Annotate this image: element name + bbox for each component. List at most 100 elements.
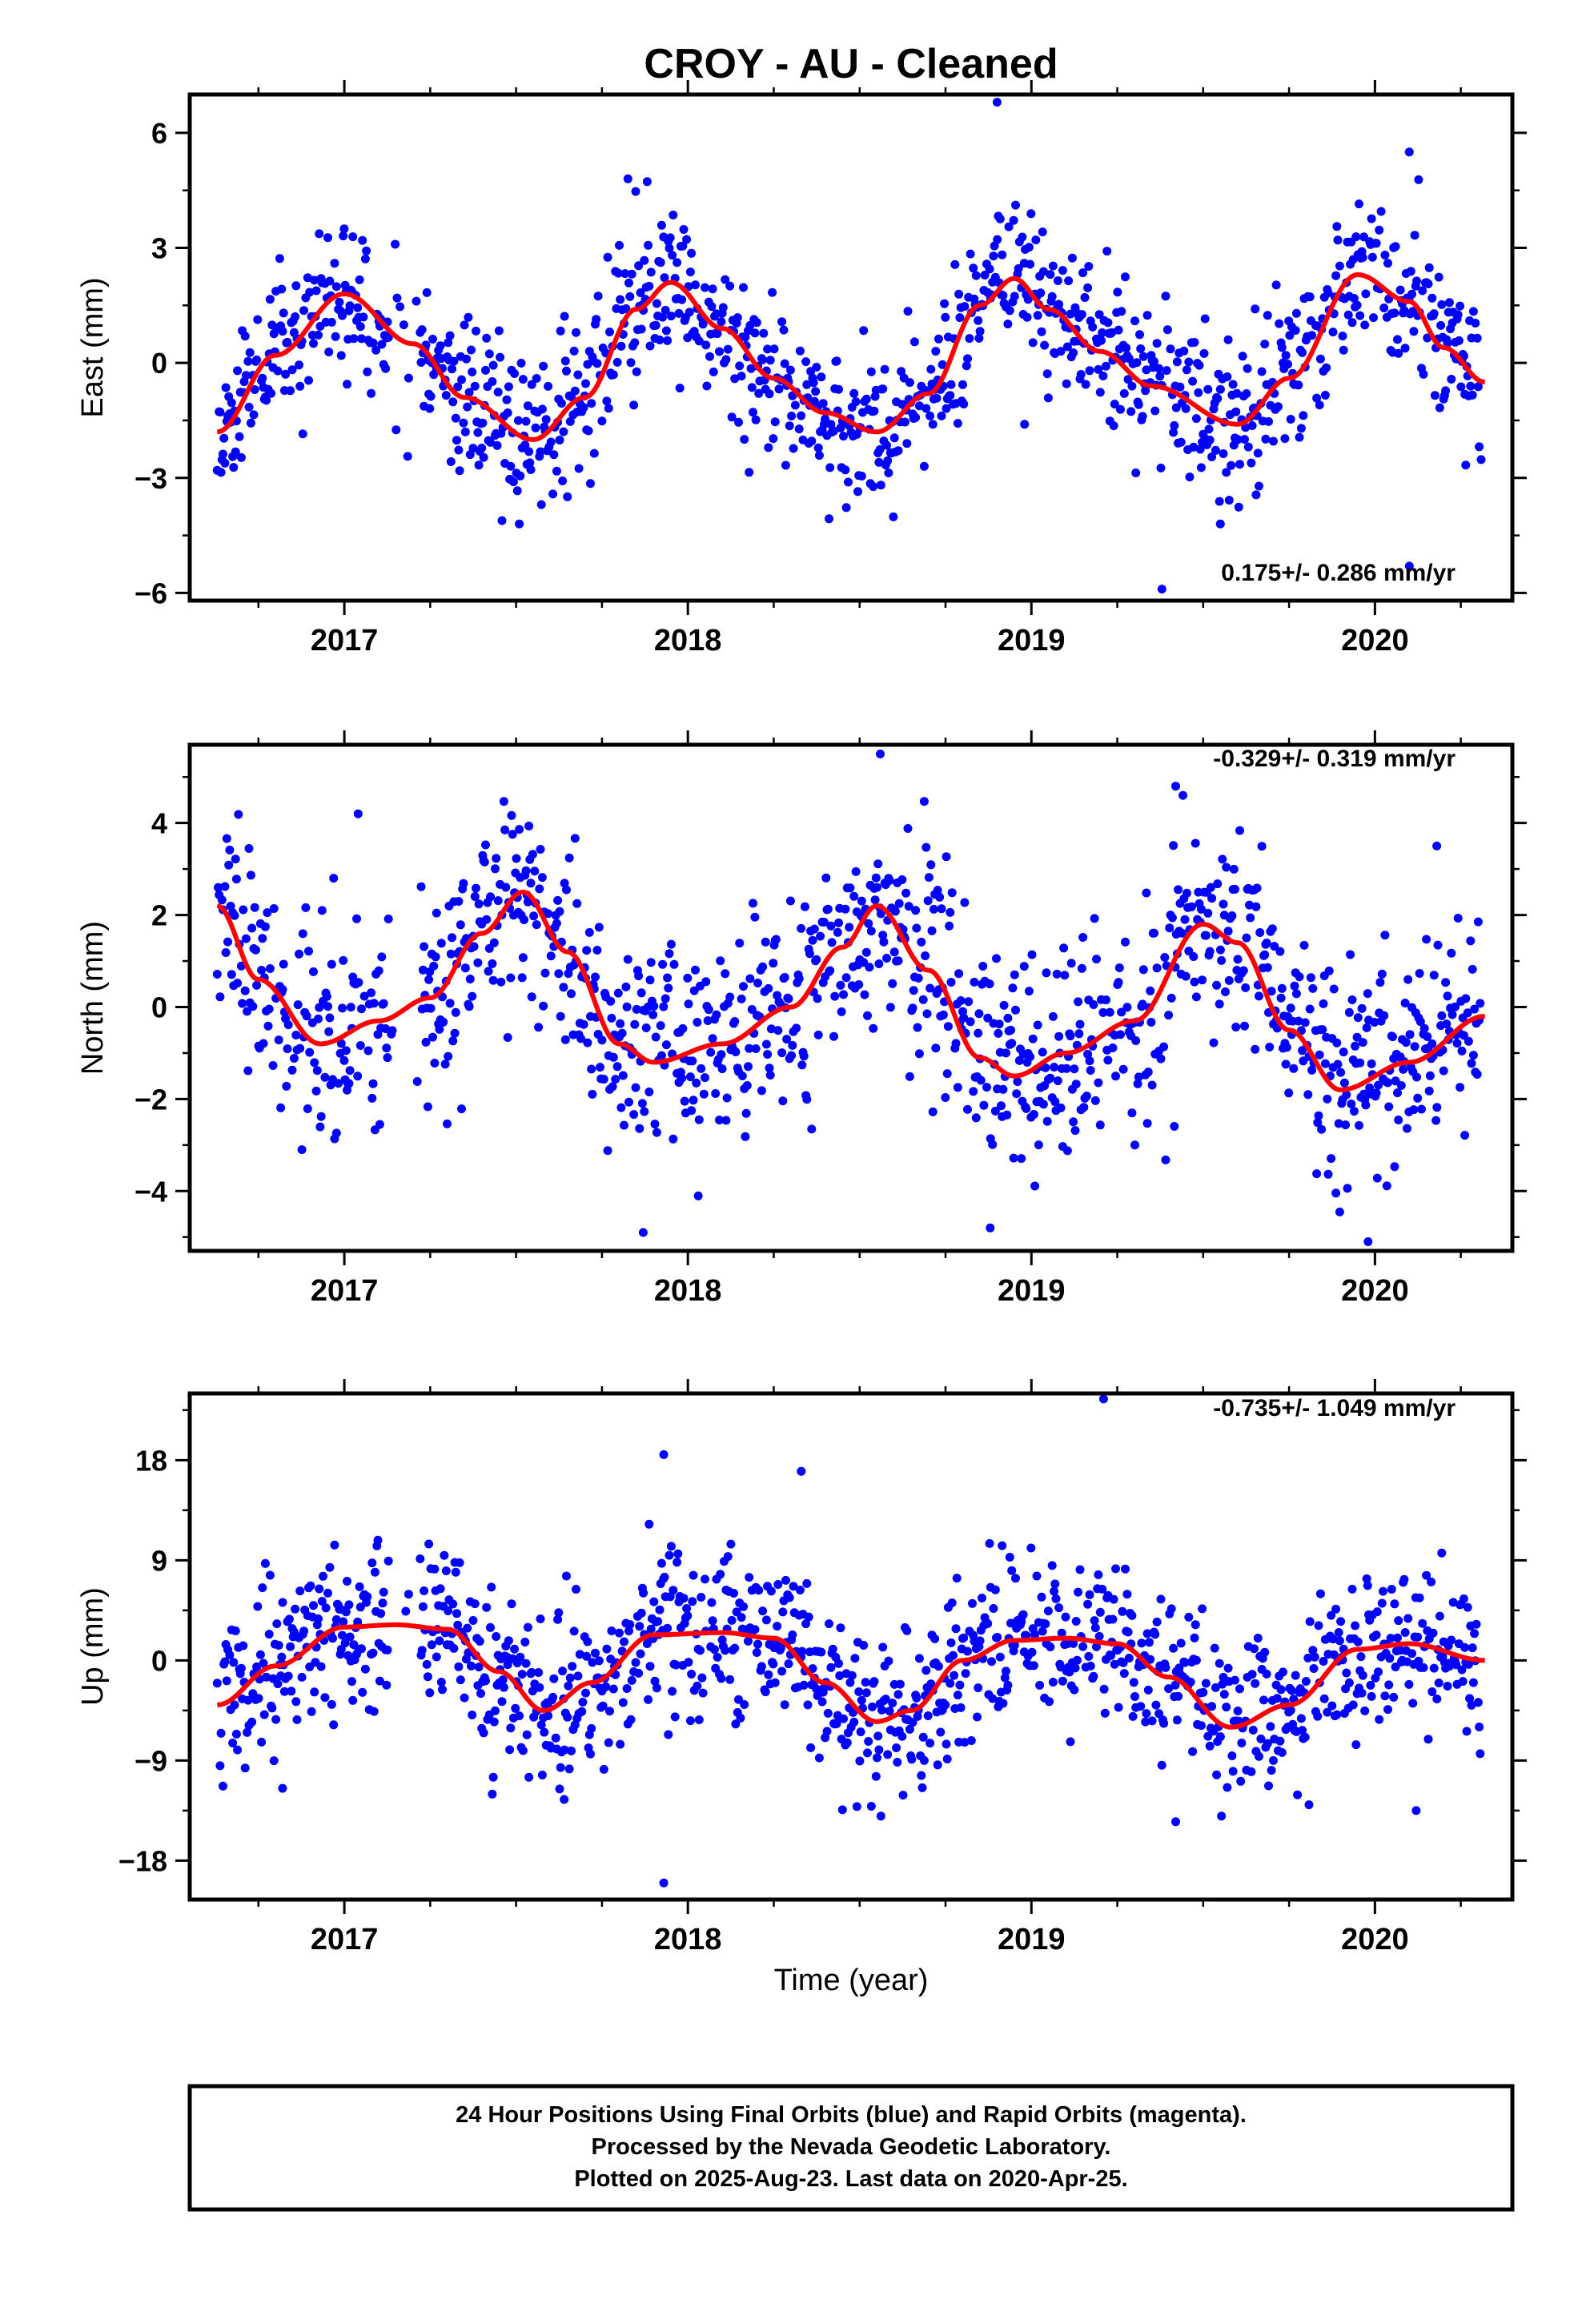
- data-point: [359, 991, 369, 1001]
- data-point: [761, 1039, 771, 1049]
- data-point: [652, 1128, 661, 1137]
- data-point: [1358, 253, 1367, 262]
- data-point: [946, 380, 956, 389]
- data-point: [882, 440, 891, 450]
- data-point: [1205, 1741, 1215, 1751]
- data-point: [1427, 1577, 1436, 1586]
- data-point: [273, 1679, 283, 1689]
- data-point: [1118, 1064, 1128, 1074]
- data-point: [597, 1035, 607, 1045]
- data-point: [933, 886, 942, 895]
- data-point: [1203, 908, 1213, 918]
- data-point: [758, 962, 768, 971]
- data-point: [1464, 1036, 1473, 1046]
- data-point: [1027, 950, 1037, 959]
- data-point: [708, 1034, 717, 1043]
- data-point: [293, 1000, 303, 1010]
- data-point: [1042, 1116, 1052, 1126]
- data-point: [558, 1667, 568, 1676]
- data-point: [1114, 325, 1123, 335]
- data-point: [287, 365, 297, 375]
- data-point: [1224, 975, 1234, 985]
- data-point: [1179, 346, 1189, 356]
- data-point: [1394, 1116, 1403, 1124]
- data-point: [885, 1707, 894, 1716]
- data-point: [909, 986, 918, 995]
- data-point: [802, 380, 812, 389]
- data-point: [1207, 452, 1217, 461]
- data-point: [269, 904, 279, 913]
- data-point: [986, 1223, 995, 1232]
- data-point: [254, 1694, 263, 1703]
- data-point: [253, 315, 263, 324]
- data-point: [260, 1558, 270, 1568]
- data-point: [512, 854, 521, 863]
- data-point: [1453, 914, 1463, 923]
- data-point: [1033, 311, 1042, 320]
- data-point: [582, 946, 592, 955]
- data-point: [564, 1681, 573, 1691]
- data-point: [953, 419, 962, 428]
- data-point: [913, 973, 923, 983]
- data-point: [504, 1636, 513, 1646]
- data-point: [1082, 1092, 1091, 1101]
- data-point: [697, 1063, 706, 1073]
- data-point: [1029, 1661, 1038, 1671]
- data-point: [1003, 1013, 1013, 1023]
- data-point: [669, 959, 679, 969]
- data-point: [583, 1038, 592, 1047]
- data-point: [319, 1571, 327, 1581]
- data-point: [722, 1093, 732, 1103]
- data-point: [668, 251, 677, 260]
- data-point: [500, 825, 510, 834]
- data-point: [1388, 1032, 1397, 1042]
- data-point: [224, 860, 234, 870]
- data-point: [378, 1598, 387, 1608]
- data-point: [252, 1662, 262, 1671]
- data-point: [536, 845, 545, 854]
- data-point: [295, 949, 303, 959]
- data-point: [978, 1594, 986, 1602]
- data-point: [1315, 354, 1325, 364]
- data-point: [216, 1728, 226, 1738]
- data-point: [859, 326, 869, 336]
- data-point: [540, 1727, 549, 1737]
- data-point: [1234, 502, 1243, 512]
- data-point: [306, 1581, 315, 1590]
- data-point: [1363, 989, 1372, 999]
- data-point: [659, 1002, 669, 1011]
- data-point: [329, 1720, 339, 1730]
- data-point: [710, 1645, 719, 1655]
- data-point: [651, 1032, 661, 1042]
- data-point: [428, 1032, 437, 1042]
- data-point: [1303, 1653, 1313, 1663]
- data-point: [315, 1122, 325, 1132]
- data-point: [536, 447, 545, 456]
- data-point: [1142, 365, 1151, 375]
- data-point: [612, 1062, 622, 1072]
- data-point: [757, 1086, 766, 1096]
- data-point: [349, 334, 359, 344]
- data-point: [247, 1717, 257, 1727]
- data-point: [470, 892, 480, 901]
- data-point: [1468, 1643, 1477, 1653]
- data-point: [464, 312, 473, 322]
- data-point: [457, 375, 466, 384]
- data-point: [1377, 1598, 1387, 1608]
- data-point: [482, 333, 492, 343]
- data-point: [262, 396, 271, 405]
- data-point: [1251, 902, 1261, 911]
- data-point: [921, 951, 930, 960]
- data-point: [392, 293, 402, 303]
- data-point: [763, 344, 773, 354]
- data-point: [1338, 332, 1347, 341]
- data-point: [764, 1670, 773, 1679]
- data-point: [665, 243, 674, 253]
- data-point: [687, 1106, 697, 1116]
- data-point: [1196, 904, 1206, 914]
- data-point: [523, 1622, 532, 1632]
- data-point: [239, 1641, 248, 1651]
- data-point: [1436, 320, 1446, 330]
- data-point: [660, 1572, 669, 1582]
- data-point: [1180, 1658, 1190, 1667]
